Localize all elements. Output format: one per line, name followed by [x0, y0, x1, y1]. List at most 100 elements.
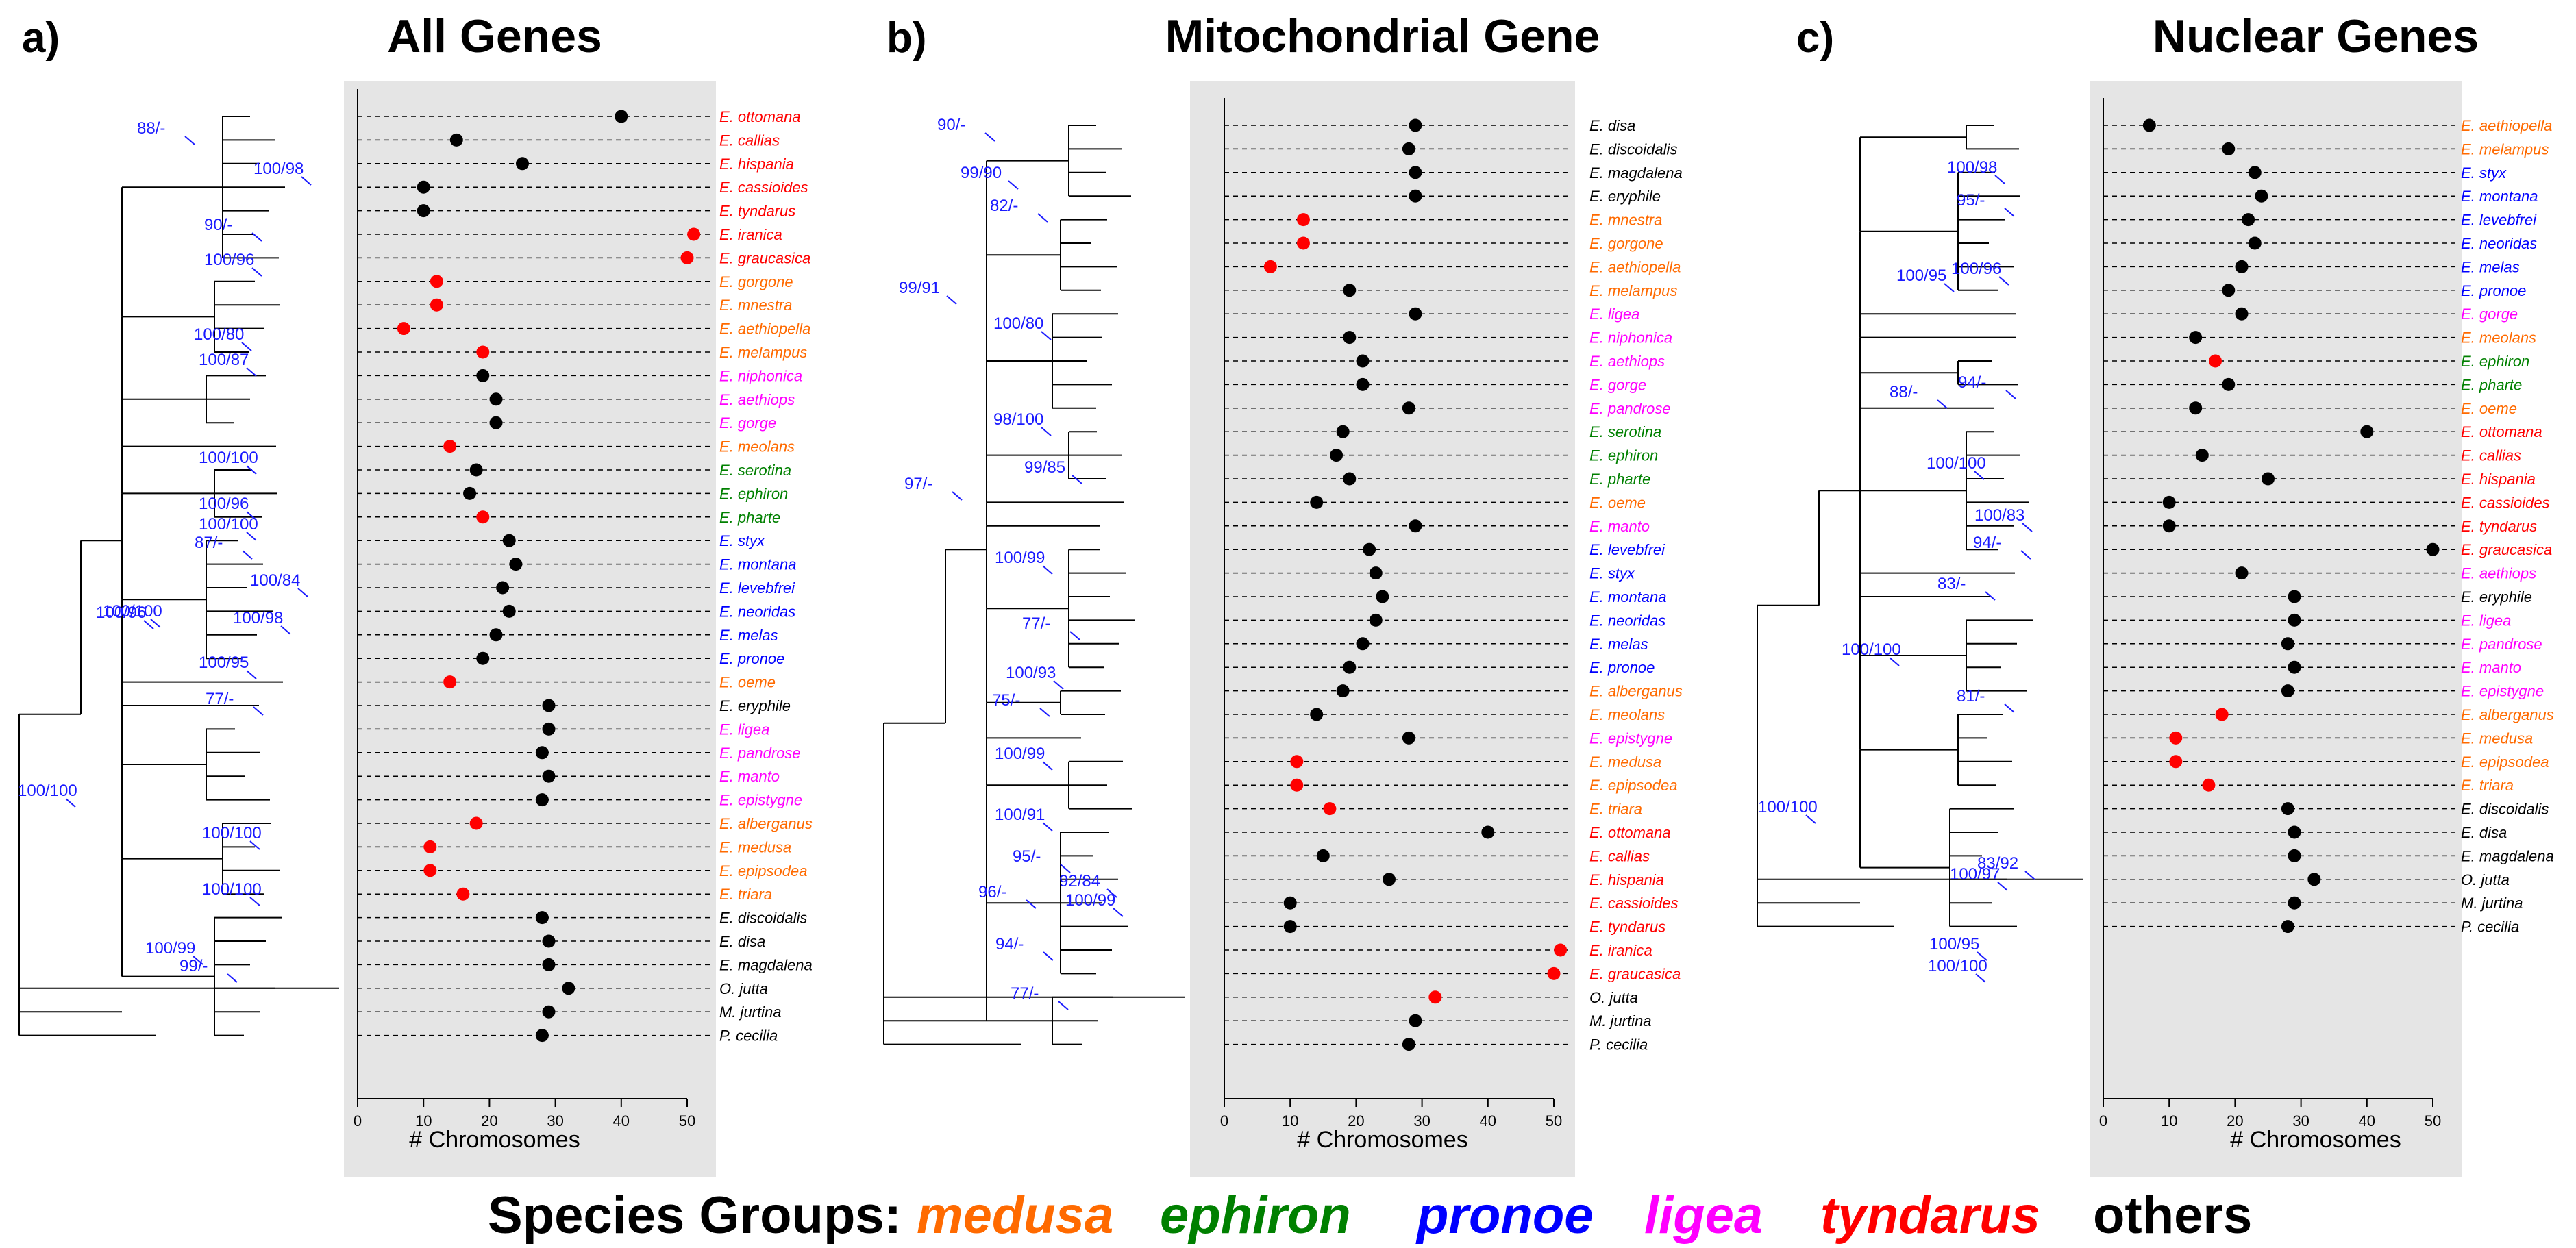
x-tick-label: 0 [2099, 1112, 2107, 1130]
species-label: O. jutta [719, 980, 768, 997]
species-label: E. iranica [1589, 942, 1652, 959]
support-tick [249, 840, 260, 850]
support-value: 100/95 [199, 653, 249, 672]
species-label: E. eryphile [719, 697, 791, 714]
species-label: E. niphonica [1589, 329, 1672, 347]
data-point [1290, 778, 1304, 792]
support-value: 100/100 [1928, 957, 1987, 975]
data-point [2215, 708, 2229, 721]
data-point [2162, 495, 2176, 509]
x-tick-label: 0 [354, 1112, 362, 1130]
support-value: 100/80 [194, 325, 244, 344]
data-point [2248, 166, 2262, 179]
support-tick [1975, 973, 1986, 983]
support-value: 100/99 [995, 549, 1045, 567]
species-label: E. pandrose [2461, 636, 2542, 653]
data-point [2222, 284, 2236, 297]
species-label: E. gorgone [719, 273, 793, 290]
support-value: 100/96 [96, 603, 146, 622]
data-point [423, 864, 437, 877]
data-point [1369, 613, 1383, 627]
data-point [1283, 896, 1297, 910]
support-value: 100/93 [1006, 664, 1056, 682]
species-label: M. jurtina [719, 1003, 781, 1021]
support-value: 75/- [992, 691, 1020, 710]
support-value: 100/100 [1758, 798, 1818, 816]
species-label: E. montana [719, 556, 797, 573]
species-labels-b: E. disa E. discoidalis E. magdalena E. eryp… [1589, 117, 1683, 1053]
species-label: E. aethiopella [2461, 117, 2552, 134]
data-point [1283, 920, 1297, 934]
support-tick [1937, 399, 1948, 409]
data-point [1356, 637, 1370, 651]
species-label: E. hispania [2461, 471, 2536, 488]
species-label: E. ligea [1589, 305, 1639, 323]
support-value: 77/- [206, 690, 234, 708]
support-value: 100/95 [1896, 266, 1946, 285]
panel-label-c: c) [1796, 14, 1834, 62]
species-label: O. jutta [1589, 989, 1638, 1006]
support-tick [1977, 951, 1987, 961]
species-label: E. aethiops [2461, 565, 2536, 582]
species-label: E. epistygne [2461, 683, 2544, 700]
species-label: E. graucasica [2461, 541, 2552, 558]
data-point [1481, 825, 1495, 839]
support-value: 100/98 [253, 160, 304, 178]
support-value: 100/100 [202, 880, 262, 899]
support-value: 95/- [1013, 847, 1041, 866]
species-labels-c: E. aethiopella E. melampus E. styx E. monta… [2461, 117, 2554, 936]
data-point [1402, 401, 1415, 415]
data-point [2209, 354, 2222, 368]
species-label: E. callias [2461, 447, 2521, 464]
data-point [2169, 755, 2183, 769]
support-tick [2020, 550, 2031, 560]
data-point [489, 392, 503, 406]
species-label: E. ephiron [1589, 447, 1658, 464]
species-labels-a: E. ottomana E. callias E. hispania E. cassi… [719, 108, 813, 1045]
phylogeny-tree-a [18, 116, 339, 1036]
x-tick-label: 50 [679, 1112, 695, 1130]
species-label: E. magdalena [2461, 847, 2554, 864]
support-tick [1042, 761, 1053, 771]
species-label: E. eryphile [2461, 588, 2532, 606]
data-point [2169, 731, 2183, 745]
species-label: E. hispania [719, 155, 794, 173]
species-label: E. ligea [2461, 612, 2511, 629]
support-tick [1042, 822, 1053, 832]
support-tick [1994, 175, 2005, 184]
species-label: E. pharte [1589, 471, 1650, 488]
support-tick [1043, 951, 1054, 961]
support-value: 100/100 [199, 515, 258, 534]
species-label: E. oeme [1589, 494, 1646, 511]
x-tick-label: 10 [1282, 1112, 1298, 1130]
species-label: E. melampus [1589, 282, 1677, 299]
species-label: E. epistygne [1589, 729, 1672, 747]
species-label: E. styx [1589, 565, 1635, 582]
dashed-lines-c [2103, 125, 2458, 927]
support-tick [251, 232, 262, 242]
species-label: E. meolans [2461, 329, 2536, 347]
data-point [476, 369, 490, 382]
support-value: 90/- [204, 216, 232, 234]
species-label: E. disa [1589, 117, 1635, 134]
data-point [542, 722, 556, 736]
species-label: E. epistygne [719, 792, 802, 809]
data-point [456, 887, 470, 901]
support-value: 100/98 [233, 609, 283, 627]
species-label: E. meolans [719, 438, 795, 455]
data-point [535, 1029, 549, 1043]
support-tick [1974, 471, 1985, 480]
support-value: 100/99 [995, 745, 1045, 763]
data-point [535, 746, 549, 760]
support-value: 83/- [1937, 575, 1966, 593]
support-tick [1889, 657, 1900, 666]
data-point [1356, 377, 1370, 391]
support-values-c: 100/98 95/- 100/95 100/96 88/- 94/- 100/100 100… [1758, 158, 2035, 983]
support-tick [1985, 591, 1996, 601]
phylogeny-tree-c [1757, 125, 2083, 927]
data-point [2281, 637, 2294, 651]
species-label: E. montana [1589, 588, 1667, 606]
species-label: E. aethiops [1589, 353, 1665, 370]
data-point [417, 180, 430, 194]
species-label: E. magdalena [1589, 164, 1683, 182]
